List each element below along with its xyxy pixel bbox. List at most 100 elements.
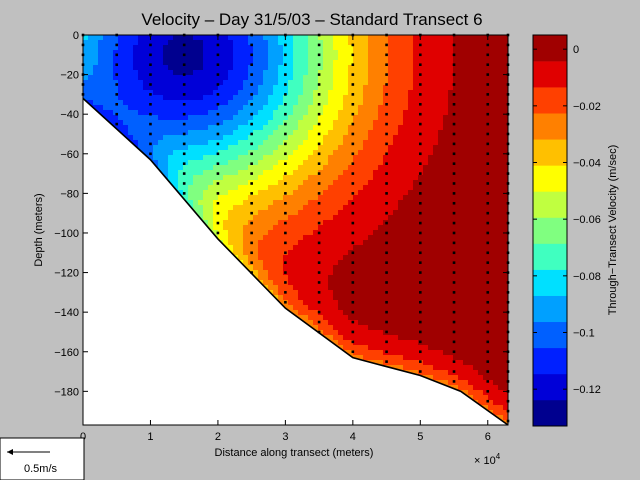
contour-cell: [208, 200, 214, 206]
contour-cell: [398, 345, 404, 351]
contour-cell: [303, 155, 309, 161]
contour-cell: [368, 70, 374, 76]
contour-cell: [338, 165, 344, 171]
contour-cell: [348, 270, 354, 276]
contour-cell: [248, 95, 254, 101]
contour-cell: [363, 60, 369, 66]
contour-cell: [223, 160, 229, 166]
contour-cell: [298, 125, 304, 131]
contour-cell: [223, 125, 229, 131]
contour-cell: [203, 85, 209, 91]
contour-cell: [393, 145, 399, 151]
contour-cell: [223, 220, 229, 226]
contour-cell: [393, 175, 399, 181]
contour-cell: [228, 65, 234, 71]
contour-cell: [298, 220, 304, 226]
contour-cell: [208, 80, 214, 86]
contour-cell: [223, 75, 229, 81]
contour-cell: [118, 50, 124, 56]
contour-cell: [373, 170, 379, 176]
contour-cell: [268, 280, 274, 286]
contour-cell: [163, 130, 169, 136]
contour-cell: [393, 130, 399, 136]
contour-cell: [193, 50, 199, 56]
contour-cell: [178, 65, 184, 71]
contour-cell: [363, 45, 369, 51]
contour-cell: [288, 225, 294, 231]
contour-cell: [293, 180, 299, 186]
contour-cell: [238, 70, 244, 76]
contour-cell: [253, 105, 259, 111]
contour-cell: [238, 180, 244, 186]
contour-cell: [288, 275, 294, 281]
contour-cell: [278, 145, 284, 151]
contour-cell: [153, 50, 159, 56]
contour-cell: [328, 325, 334, 331]
contour-cell: [328, 290, 334, 296]
contour-cell: [143, 70, 149, 76]
contour-cell: [343, 70, 349, 76]
contour-cell: [273, 45, 279, 51]
contour-cell: [393, 165, 399, 171]
contour-cell: [303, 150, 309, 156]
contour-cell: [288, 120, 294, 126]
contour-cell: [318, 330, 324, 336]
contour-cell: [203, 50, 209, 56]
contour-cell: [398, 95, 404, 101]
contour-cell: [123, 35, 129, 41]
contour-cell: [338, 325, 344, 331]
contour-cell: [288, 285, 294, 291]
contour-cell: [263, 155, 269, 161]
contour-cell: [178, 190, 184, 196]
contour-cell: [373, 265, 379, 271]
contour-cell: [138, 65, 144, 71]
contour-cell: [288, 235, 294, 241]
contour-cell: [373, 45, 379, 51]
contour-cell: [388, 55, 394, 61]
contour-cell: [233, 110, 239, 116]
contour-cell: [368, 345, 374, 351]
contour-cell: [288, 305, 294, 311]
contour-cell: [368, 115, 374, 121]
contour-cell: [283, 275, 289, 281]
contour-cell: [223, 60, 229, 66]
contour-cell: [208, 195, 214, 201]
contour-cell: [303, 225, 309, 231]
contour-cell: [338, 220, 344, 226]
contour-cell: [328, 315, 334, 321]
contour-cell: [393, 155, 399, 161]
contour-cell: [343, 115, 349, 121]
contour-cell: [333, 40, 339, 46]
contour-cell: [193, 65, 199, 71]
contour-cell: [398, 110, 404, 116]
contour-cell: [253, 125, 259, 131]
contour-cell: [313, 185, 319, 191]
contour-cell: [183, 190, 189, 196]
contour-cell: [373, 340, 379, 346]
contour-cell: [128, 90, 134, 96]
contour-cell: [398, 40, 404, 46]
contour-cell: [178, 80, 184, 86]
contour-cell: [193, 140, 199, 146]
contour-cell: [343, 250, 349, 256]
contour-cell: [313, 290, 319, 296]
contour-cell: [298, 145, 304, 151]
contour-cell: [173, 150, 179, 156]
contour-cell: [213, 40, 219, 46]
contour-cell: [298, 195, 304, 201]
contour-cell: [393, 305, 399, 311]
contour-cell: [248, 115, 254, 121]
contour-cell: [298, 110, 304, 116]
contour-cell: [253, 200, 259, 206]
contour-cell: [183, 160, 189, 166]
contour-cell: [338, 160, 344, 166]
contour-cell: [233, 160, 239, 166]
contour-cell: [283, 245, 289, 251]
contour-cell: [343, 325, 349, 331]
contour-cell: [133, 75, 139, 81]
contour-cell: [253, 115, 259, 121]
contour-cell: [218, 110, 224, 116]
contour-cell: [148, 45, 154, 51]
contour-cell: [273, 85, 279, 91]
contour-cell: [98, 75, 104, 81]
